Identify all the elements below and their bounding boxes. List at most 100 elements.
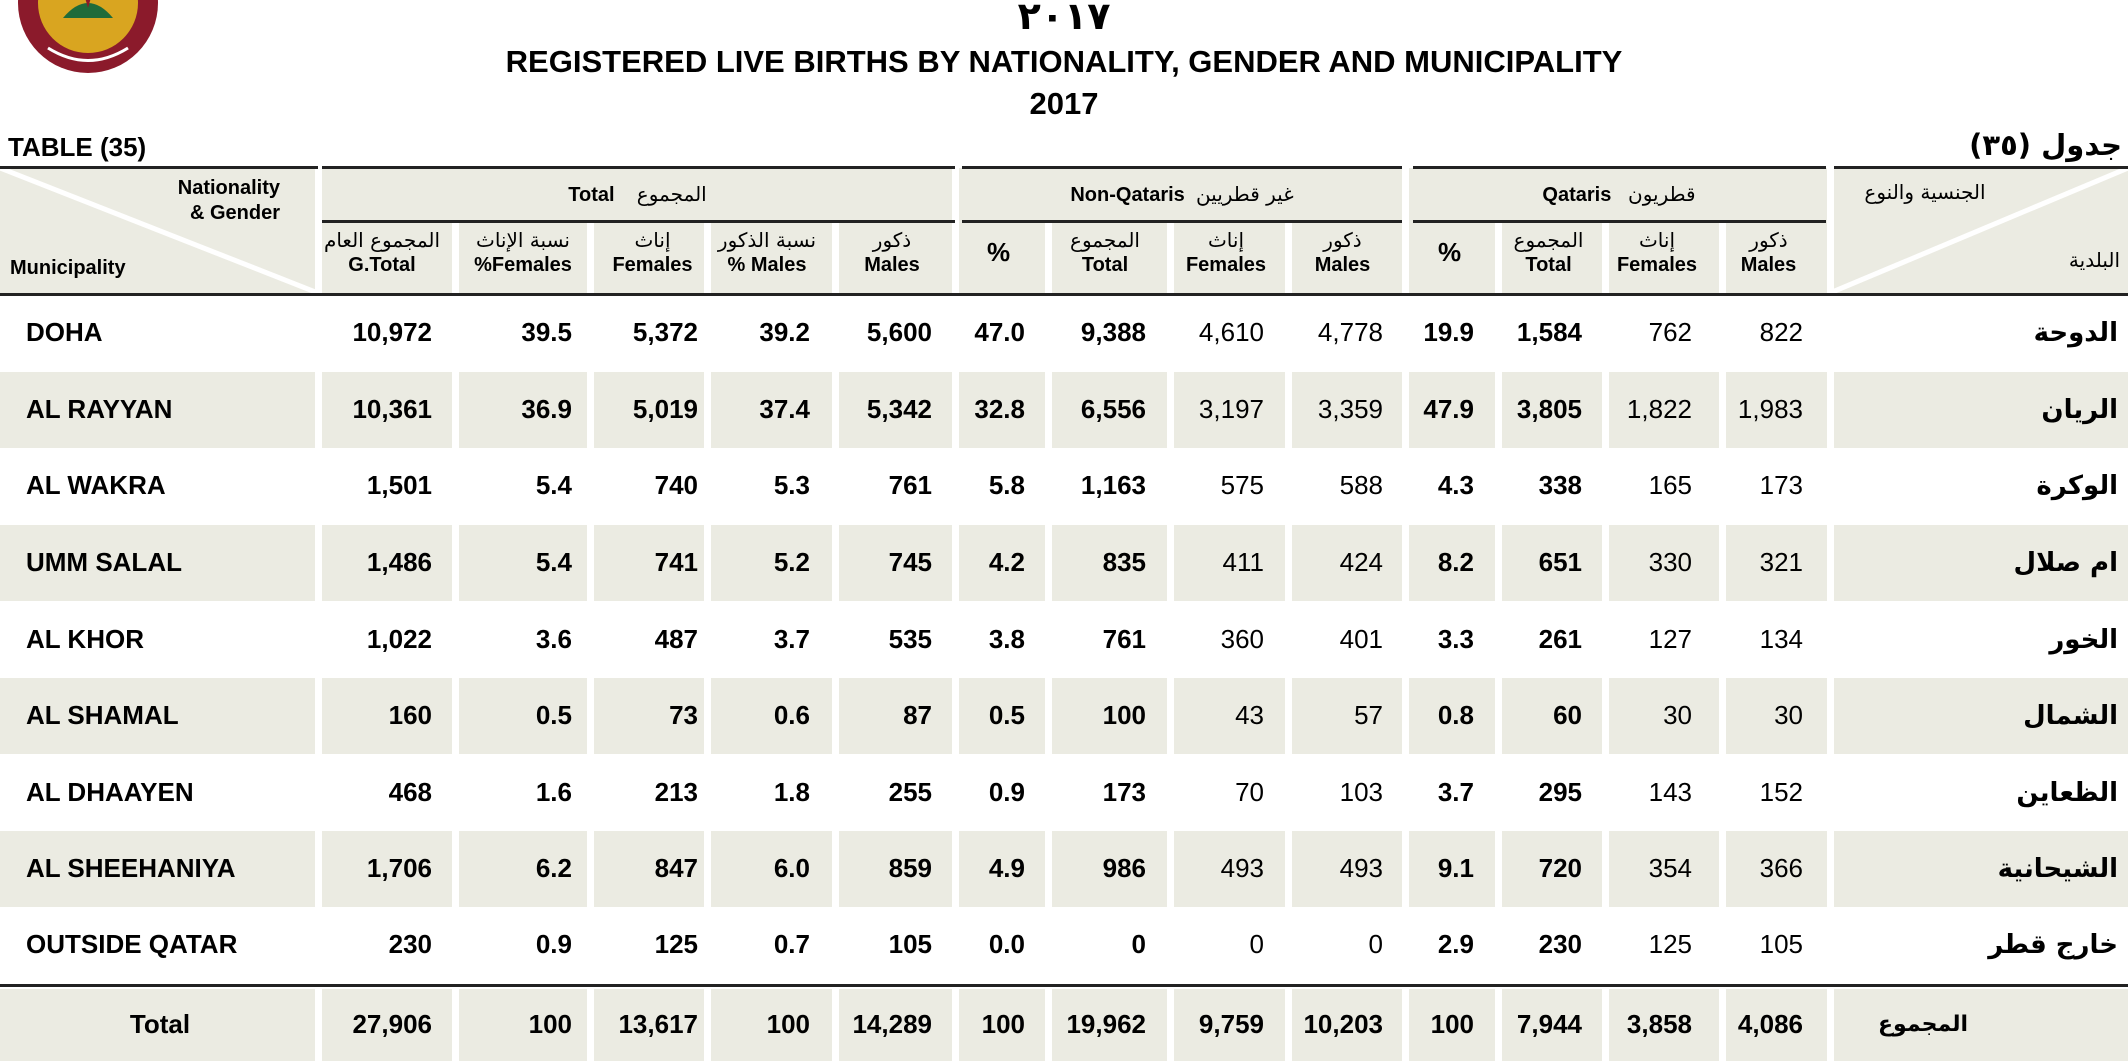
municipality-en: UMM SALAL: [26, 547, 182, 577]
municipality-ar: خارج قطر: [1988, 930, 2118, 960]
cell-value: 125: [654, 929, 698, 959]
group-non-qataris: Non-Qataris غير قطريين: [962, 182, 1402, 207]
group-separator: [1827, 168, 1834, 228]
cell-value: 0.6: [773, 700, 810, 730]
municipality-ar: الوكرة: [2036, 471, 2118, 501]
cell-value: 9.1: [1437, 853, 1474, 883]
cell-value: 493: [1220, 853, 1264, 883]
cell-value: 986: [1102, 853, 1146, 883]
cell-value: 47.9: [1423, 394, 1474, 424]
cell-value: 0.7: [773, 929, 810, 959]
column-header-ar: ذكور: [872, 228, 912, 252]
municipality-ar: الشيحانية: [1997, 854, 2118, 884]
cell-value: 411: [1222, 547, 1264, 577]
cell-value: 5,372: [632, 317, 698, 347]
cell-value: 0.5: [535, 700, 572, 730]
cell-value: 0.9: [535, 929, 572, 959]
cell-value: 835: [1102, 547, 1146, 577]
column-header-en: %: [986, 237, 1011, 267]
cell-value: 847: [654, 853, 698, 883]
cell-value: 47.0: [974, 317, 1025, 347]
cell-value: 70: [1235, 777, 1264, 807]
column-header-en: Males: [1740, 254, 1797, 276]
cell-value: 19,962: [1066, 1009, 1146, 1039]
cell-value: 143: [1648, 777, 1692, 807]
title-year: 2017: [1029, 86, 1099, 121]
cell-value: 468: [388, 777, 432, 807]
row-band: [0, 831, 2128, 907]
cell-value: 5.4: [535, 470, 572, 500]
cell-value: 100: [1102, 700, 1146, 730]
municipality-en: OUTSIDE QATAR: [26, 929, 238, 959]
cell-value: 14,289: [852, 1009, 932, 1039]
row-band: [0, 372, 2128, 448]
cell-value: 36.9: [521, 394, 572, 424]
cell-value: 741: [654, 547, 698, 577]
column-header-en: Total: [1525, 254, 1572, 276]
cell-value: 3.6: [535, 624, 572, 654]
column-header-en: Females: [612, 254, 693, 276]
cell-value: 0: [1131, 929, 1146, 959]
column-header-females-en: إناث Females: [591, 228, 714, 278]
column-header-en: Females: [1616, 254, 1698, 276]
column-header-en: Males: [1314, 254, 1371, 276]
group-total-en: Total: [568, 184, 615, 206]
cell-value: 103: [1339, 777, 1383, 807]
corner-diagonal-right: [1830, 168, 2128, 293]
corner-ar-top: الجنسية والنوع: [1864, 180, 1986, 204]
group-qatari-ar: قطريون: [1628, 182, 1696, 206]
cell-value: 651: [1538, 547, 1582, 577]
cell-value: 588: [1339, 470, 1383, 500]
cell-value: 424: [1339, 547, 1383, 577]
cell-value: 57: [1354, 700, 1383, 730]
column-header-en: %Females: [474, 254, 572, 276]
cell-value: 27,906: [352, 1009, 432, 1039]
cell-value: 100: [981, 1009, 1025, 1039]
cell-value: 173: [1759, 470, 1803, 500]
cell-value: 745: [888, 547, 932, 577]
cell-value: 3.8: [988, 624, 1025, 654]
municipality-ar: الظعاين: [2016, 778, 2118, 808]
cell-value: 37.4: [759, 394, 810, 424]
cell-value: 0.9: [988, 777, 1025, 807]
cell-value: 30: [1663, 700, 1692, 730]
table-rule: [0, 166, 318, 169]
cell-value: 720: [1538, 853, 1582, 883]
column-header-en: Females: [1185, 254, 1267, 276]
group-separator: [315, 168, 322, 228]
cell-value: 3,858: [1626, 1009, 1692, 1039]
column-separator: [315, 220, 322, 1061]
municipality-en: AL SHEEHANIYA: [26, 853, 236, 883]
column-header-ar: نسبة الذكور: [717, 228, 817, 252]
corner-municipality: Municipality: [10, 257, 126, 279]
column-separator: [1495, 220, 1502, 1061]
cell-value: 87: [903, 700, 932, 730]
column-header-pct: %: [1409, 239, 1490, 265]
column-header-en: Total: [1081, 254, 1129, 276]
column-header-en: G.Total: [348, 254, 416, 276]
cell-value: 859: [888, 853, 932, 883]
cell-value: 0: [1368, 929, 1383, 959]
table-row: AL SHEEHANIYA الشيحانية 1,706 6.2 847 6.0 859 4…: [0, 833, 2128, 903]
group-nonqatari-ar: غير قطريين: [1195, 182, 1294, 206]
cell-value: 822: [1759, 317, 1803, 347]
cell-value: 1,983: [1737, 394, 1803, 424]
cell-value: 354: [1648, 853, 1692, 883]
cell-value: 5,019: [632, 394, 698, 424]
cell-value: 6.0: [773, 853, 810, 883]
cell-value: 360: [1220, 624, 1264, 654]
cell-value: 43: [1235, 700, 1264, 730]
column-header-ar: المجموع العام: [323, 228, 441, 252]
cell-value: 3,359: [1317, 394, 1383, 424]
column-header-pct-m_en: نسبة الذكور% Males: [708, 228, 826, 278]
cell-value: 1,584: [1516, 317, 1582, 347]
cell-value: 5.2: [773, 547, 810, 577]
column-header-ar: نسبة الإناث: [476, 228, 570, 252]
group-qatari-en: Qataris: [1542, 184, 1612, 206]
municipality-en: DOHA: [26, 317, 103, 347]
cell-value: 6.2: [535, 853, 572, 883]
table-rule: [962, 166, 1402, 169]
total-band: [0, 989, 2128, 1061]
municipality-en: AL SHAMAL: [26, 700, 179, 730]
